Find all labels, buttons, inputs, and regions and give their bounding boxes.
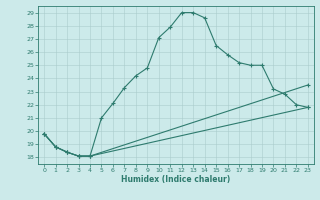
X-axis label: Humidex (Indice chaleur): Humidex (Indice chaleur) — [121, 175, 231, 184]
